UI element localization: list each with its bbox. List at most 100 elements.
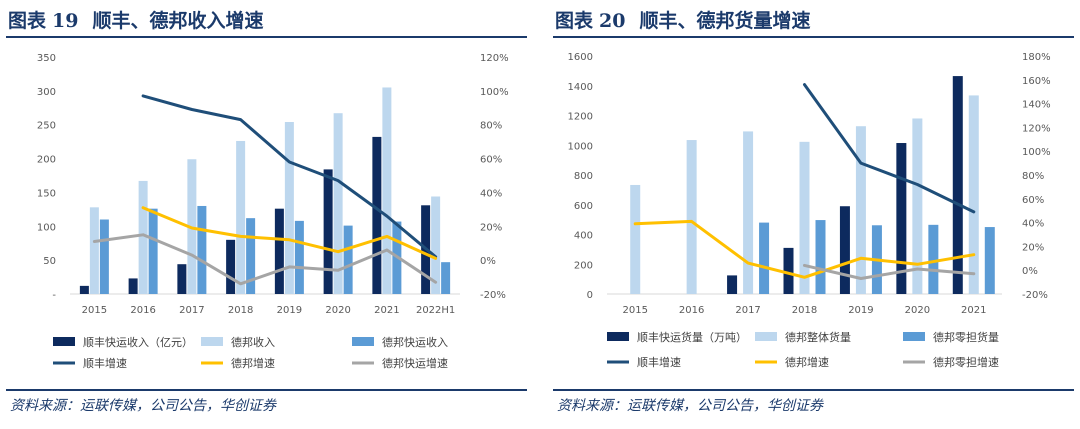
bar	[839, 206, 850, 294]
legend-swatch	[607, 332, 629, 341]
right-axis-tick-label: 0%	[1022, 266, 1038, 277]
legend-label: 德邦增速	[785, 355, 829, 369]
bar	[952, 76, 963, 294]
right-axis-tick-label: -20%	[1022, 290, 1048, 301]
left-axis-tick-label: 250	[37, 121, 56, 132]
right-axis-tick-label: 120%	[1022, 123, 1051, 134]
bar	[294, 220, 304, 294]
x-axis-tick-label: 2020	[905, 305, 930, 316]
left-source-rule	[6, 389, 527, 391]
right-axis-tick-label: 120%	[480, 53, 509, 64]
legend-label: 德邦零担增速	[933, 355, 999, 369]
left-axis-tick-label: 600	[574, 201, 593, 212]
legend-label: 顺丰快运货量（万吨）	[637, 330, 747, 344]
legend-label: 顺丰增速	[83, 356, 127, 370]
right-axis-tick-label: 20%	[480, 222, 502, 233]
right-title-text: 顺丰、德邦货量增速	[639, 10, 811, 32]
left-axis-tick-label: 1000	[568, 141, 593, 152]
series-line	[92, 233, 438, 286]
bar	[148, 208, 158, 294]
left-chart: - 50 100 150 200 250 300 350 -20% 0% 20% 40% 60% 80% 1…	[37, 53, 509, 370]
left-title-rule	[6, 36, 527, 38]
bar	[236, 140, 246, 294]
x-axis-tick-label: 2015	[82, 305, 107, 316]
bar	[226, 239, 236, 294]
x-axis-tick-label: 2017	[735, 305, 760, 316]
left-axis-tick-label: 50	[43, 256, 56, 267]
series-line	[141, 206, 438, 260]
right-axis-tick-label: 100%	[1022, 147, 1051, 158]
legend-swatch	[755, 332, 777, 341]
left-axis-tick-label: 1200	[568, 112, 593, 123]
left-title-text: 顺丰、德邦收入增速	[92, 10, 264, 32]
right-axis-tick-label: 60%	[1022, 195, 1044, 206]
right-panel: 图表 20 顺丰、德邦货量增速 0 200 400 600 800 1000 1200 1400 1…	[547, 0, 1080, 429]
x-axis-tick-label: 2019	[848, 305, 873, 316]
right-title-number: 20	[599, 10, 626, 32]
x-axis-tick-label: 2022H1	[416, 305, 455, 316]
bar	[799, 141, 810, 294]
bar	[896, 143, 907, 294]
legend-label: 德邦快运收入	[382, 335, 448, 349]
right-source: 资料来源：运联传媒，公司公告，华创证券	[557, 398, 823, 414]
left-axis-tick-label: 800	[574, 171, 593, 182]
right-title: 图表 20 顺丰、德邦货量增速	[555, 6, 810, 33]
left-axis-tick-label: 0	[587, 290, 593, 301]
bar	[138, 180, 148, 294]
bar	[912, 118, 923, 294]
left-title-label: 图表	[8, 10, 47, 32]
left-axis-tick-label: 200	[574, 260, 593, 271]
x-axis-tick-label: 2015	[622, 305, 647, 316]
bar	[372, 136, 382, 294]
bar	[783, 247, 794, 294]
right-chart: 0 200 400 600 800 1000 1200 1400 1600 -20% 0% 20% 40…	[568, 52, 1051, 369]
series-line	[803, 83, 976, 214]
legend-label: 德邦收入	[231, 335, 275, 349]
left-axis-tick-label: 1600	[568, 52, 593, 63]
x-axis-tick-label: 2021	[961, 305, 986, 316]
right-axis-tick-label: 80%	[1022, 171, 1044, 182]
bar	[177, 264, 187, 294]
right-axis-tick-label: 160%	[1022, 76, 1051, 87]
bar	[743, 131, 754, 294]
left-axis-tick-label: 100	[37, 222, 56, 233]
legend-swatch	[352, 337, 374, 346]
right-axis-tick-label: -20%	[480, 290, 506, 301]
legend-label: 德邦整体货量	[785, 330, 851, 344]
bar	[759, 222, 770, 294]
left-axis-tick-label: 400	[574, 231, 593, 242]
left-axis-tick-label: 1400	[568, 82, 593, 93]
x-axis-tick-label: 2018	[792, 305, 817, 316]
bar	[727, 275, 738, 294]
bar	[686, 140, 697, 294]
x-axis-tick-label: 2018	[228, 305, 253, 316]
bar	[855, 126, 866, 295]
x-axis-tick-label: 2019	[277, 305, 302, 316]
bar	[323, 169, 333, 294]
x-axis-tick-label: 2020	[325, 305, 350, 316]
x-axis-tick-label: 2016	[130, 305, 155, 316]
right-axis-tick-label: 180%	[1022, 52, 1051, 63]
right-axis-tick-label: 40%	[1022, 219, 1044, 230]
right-source-rule	[553, 389, 1074, 391]
bar	[128, 278, 138, 294]
left-axis-tick-label: -	[52, 290, 56, 301]
legend-label: 德邦增速	[231, 356, 275, 370]
left-panel: 图表 19 顺丰、德邦收入增速 - 50 100 150 200 250 300 350 -20% 0…	[0, 0, 533, 429]
bar	[968, 95, 979, 294]
left-axis-tick-label: 300	[37, 87, 56, 98]
right-title-rule	[553, 36, 1074, 38]
legend-label: 顺丰增速	[637, 355, 681, 369]
legend-swatch	[53, 337, 75, 346]
series-line	[141, 94, 438, 259]
series-line	[633, 219, 976, 279]
right-axis-tick-label: 40%	[480, 188, 502, 199]
left-title: 图表 19 顺丰、德邦收入增速	[8, 6, 263, 33]
legend-label: 顺丰快运收入（亿元）	[83, 335, 193, 349]
left-axis-tick-label: 350	[37, 53, 56, 64]
x-axis-tick-label: 2016	[679, 305, 704, 316]
x-axis-tick-label: 2017	[179, 305, 204, 316]
right-axis-tick-label: 80%	[480, 121, 502, 132]
bar	[284, 122, 294, 295]
bar	[815, 220, 826, 294]
